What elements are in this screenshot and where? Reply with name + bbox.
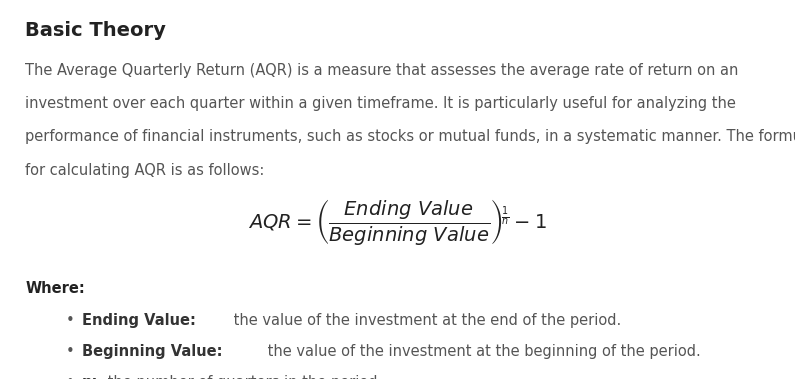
Text: •: • [65, 344, 75, 359]
Text: $\mathit{AQR} = \left( \dfrac{\mathit{Ending\ Value}}{\mathit{Beginning\ Value}}: $\mathit{AQR} = \left( \dfrac{\mathit{En… [248, 197, 547, 247]
Text: The Average Quarterly Return (AQR) is a measure that assesses the average rate o: The Average Quarterly Return (AQR) is a … [25, 63, 739, 78]
Text: investment over each quarter within a given timeframe. It is particularly useful: investment over each quarter within a gi… [25, 96, 736, 111]
Text: for calculating AQR is as follows:: for calculating AQR is as follows: [25, 163, 265, 178]
Text: performance of financial instruments, such as stocks or mutual funds, in a syste: performance of financial instruments, su… [25, 129, 795, 144]
Text: Ending Value:: Ending Value: [82, 313, 196, 328]
Text: the number of quarters in the period.: the number of quarters in the period. [103, 375, 382, 379]
Text: Basic Theory: Basic Theory [25, 21, 166, 40]
Text: n:: n: [82, 375, 99, 379]
Text: •: • [65, 375, 75, 379]
Text: Beginning Value:: Beginning Value: [82, 344, 223, 359]
Text: •: • [65, 313, 75, 328]
Text: the value of the investment at the beginning of the period.: the value of the investment at the begin… [263, 344, 701, 359]
Text: Where:: Where: [25, 281, 85, 296]
Text: the value of the investment at the end of the period.: the value of the investment at the end o… [229, 313, 621, 328]
